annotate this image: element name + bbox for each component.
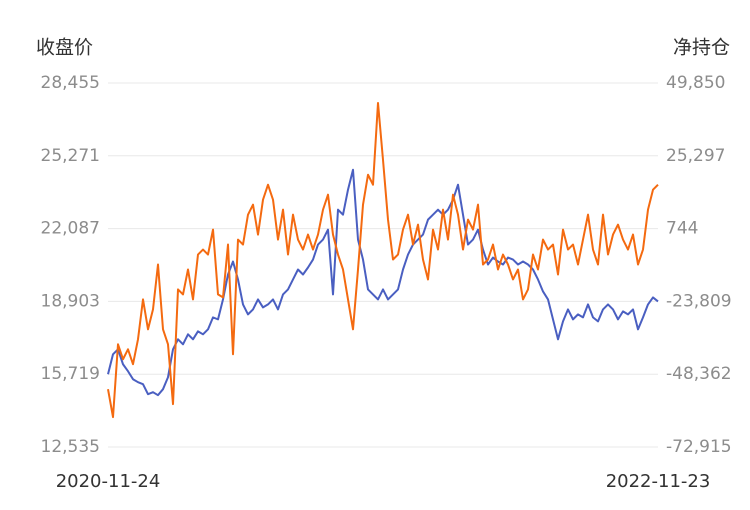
y2-tick-label: 49,850 bbox=[666, 73, 725, 93]
y2-tick-label: 744 bbox=[666, 219, 698, 239]
y2-tick-label: -48,362 bbox=[666, 364, 732, 384]
series-line bbox=[107, 168, 659, 397]
y-tick-label: 12,535 bbox=[41, 437, 100, 457]
y-tick-label: 25,271 bbox=[41, 146, 100, 166]
y2-tick-label: -23,809 bbox=[666, 291, 732, 311]
y2-tick-label: -72,915 bbox=[666, 437, 732, 457]
y-tick-label: 18,903 bbox=[41, 291, 100, 311]
x-tick-label: 2022-11-23 bbox=[606, 471, 711, 492]
y-axis-title: 收盘价 bbox=[36, 37, 93, 59]
series-line bbox=[107, 101, 659, 419]
y2-axis-title: 净持仓 bbox=[673, 37, 730, 59]
y-tick-label: 22,087 bbox=[41, 219, 100, 239]
y-tick-label: 15,719 bbox=[41, 364, 100, 384]
y-tick-label: 28,455 bbox=[41, 73, 100, 93]
y2-tick-label: 25,297 bbox=[666, 146, 725, 166]
x-tick-label: 2020-11-24 bbox=[56, 471, 161, 492]
